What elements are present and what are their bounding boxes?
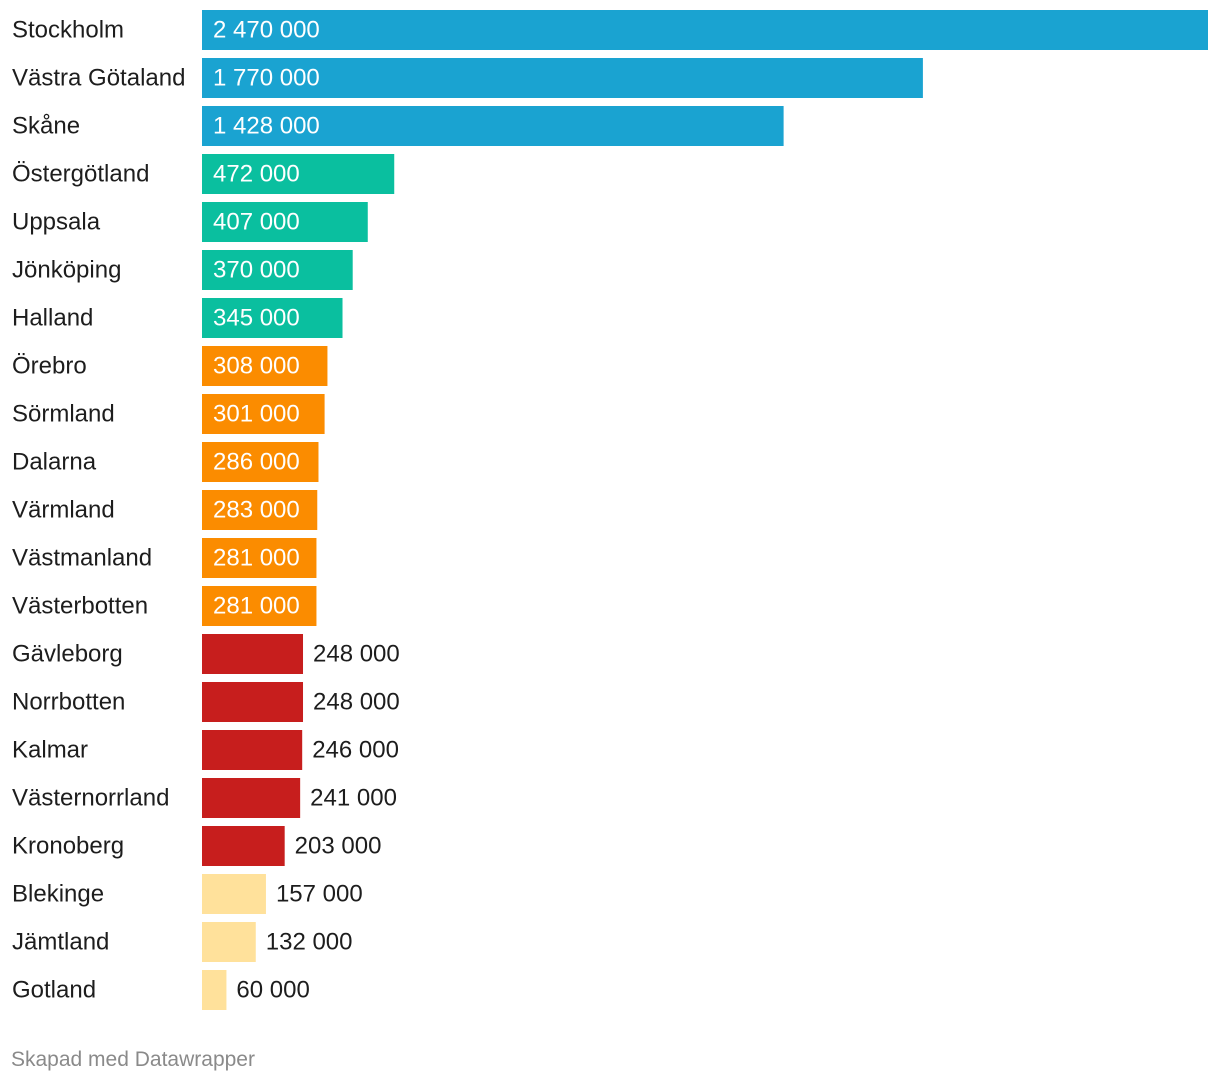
bar — [202, 730, 303, 770]
category-label: Norrbotten — [12, 689, 125, 716]
value-label: 301 000 — [213, 401, 300, 428]
value-label: 132 000 — [266, 929, 353, 956]
value-label: 407 000 — [213, 209, 300, 236]
bar-row: Värmland 283 000 — [12, 490, 318, 530]
category-label: Västmanland — [12, 545, 152, 572]
bar-row: Västernorrland 241 000 — [12, 778, 397, 818]
bar-row: Stockholm 2 470 000 — [12, 10, 1208, 50]
category-label: Västra Götaland — [12, 65, 185, 92]
bar-row: Västra Götaland 1 770 000 — [12, 58, 923, 98]
category-label: Gävleborg — [12, 641, 123, 668]
footer-credit[interactable]: Skapad med Datawrapper — [11, 1048, 255, 1071]
bar — [202, 346, 328, 386]
bar-row: Jönköping 370 000 — [12, 250, 353, 290]
bar — [202, 682, 304, 722]
bar-row: Gävleborg 248 000 — [12, 634, 400, 674]
value-label: 281 000 — [213, 545, 300, 572]
bar — [202, 154, 395, 194]
bar — [202, 586, 317, 626]
bar — [202, 778, 301, 818]
category-label: Gotland — [12, 977, 96, 1004]
bar-row: Blekinge 157 000 — [12, 874, 363, 914]
category-label: Dalarna — [12, 449, 97, 476]
bar — [202, 106, 784, 146]
value-label: 157 000 — [276, 881, 363, 908]
bar-row: Gotland 60 000 — [12, 970, 310, 1010]
category-label: Kalmar — [12, 737, 88, 764]
bar — [202, 490, 318, 530]
value-label: 308 000 — [213, 353, 300, 380]
bar — [202, 202, 368, 242]
bar — [202, 442, 319, 482]
value-label: 283 000 — [213, 497, 300, 524]
value-label: 2 470 000 — [213, 17, 320, 44]
category-label: Stockholm — [12, 17, 124, 44]
category-label: Halland — [12, 305, 93, 332]
category-label: Jönköping — [12, 257, 121, 284]
category-label: Örebro — [12, 353, 87, 380]
value-label: 248 000 — [313, 641, 400, 668]
category-label: Sörmland — [12, 401, 115, 428]
bar-row: Sörmland 301 000 — [12, 394, 325, 434]
category-label: Kronoberg — [12, 833, 124, 860]
bar — [202, 826, 285, 866]
bar — [202, 634, 304, 674]
bar-row: Skåne 1 428 000 — [12, 106, 784, 146]
category-label: Värmland — [12, 497, 115, 524]
value-label: 248 000 — [313, 689, 400, 716]
bar-chart: Stockholm 2 470 000 Västra Götaland 1 770 0… — [12, 10, 1208, 1010]
bar-row: Halland 345 000 — [12, 298, 343, 338]
value-label: 370 000 — [213, 257, 300, 284]
category-label: Uppsala — [12, 209, 101, 236]
bar — [202, 394, 325, 434]
value-label: 472 000 — [213, 161, 300, 188]
value-label: 241 000 — [310, 785, 397, 812]
value-label: 1 770 000 — [213, 65, 320, 92]
value-label: 286 000 — [213, 449, 300, 476]
value-label: 60 000 — [236, 977, 309, 1004]
bar-row: Uppsala 407 000 — [12, 202, 368, 242]
category-label: Skåne — [12, 113, 80, 140]
bar-row: Kalmar 246 000 — [12, 730, 399, 770]
value-label: 203 000 — [295, 833, 382, 860]
bar — [202, 970, 227, 1010]
bar-row: Örebro 308 000 — [12, 346, 328, 386]
bar-row: Kronoberg 203 000 — [12, 826, 381, 866]
category-label: Jämtland — [12, 929, 109, 956]
bar — [202, 922, 256, 962]
bar — [202, 538, 317, 578]
bar-row: Jämtland 132 000 — [12, 922, 353, 962]
bar — [202, 874, 266, 914]
bar-row: Östergötland 472 000 — [12, 154, 395, 194]
bar-row: Västerbotten 281 000 — [12, 586, 317, 626]
category-label: Blekinge — [12, 881, 104, 908]
bar — [202, 10, 1208, 50]
bar-row: Västmanland 281 000 — [12, 538, 317, 578]
bar-row: Dalarna 286 000 — [12, 442, 319, 482]
bar — [202, 58, 923, 98]
category-label: Västerbotten — [12, 593, 148, 620]
category-label: Östergötland — [12, 161, 149, 188]
value-label: 281 000 — [213, 593, 300, 620]
value-label: 1 428 000 — [213, 113, 320, 140]
bar — [202, 250, 353, 290]
category-label: Västernorrland — [12, 785, 169, 812]
bar — [202, 298, 343, 338]
value-label: 345 000 — [213, 305, 300, 332]
value-label: 246 000 — [312, 737, 399, 764]
bar-row: Norrbotten 248 000 — [12, 682, 400, 722]
